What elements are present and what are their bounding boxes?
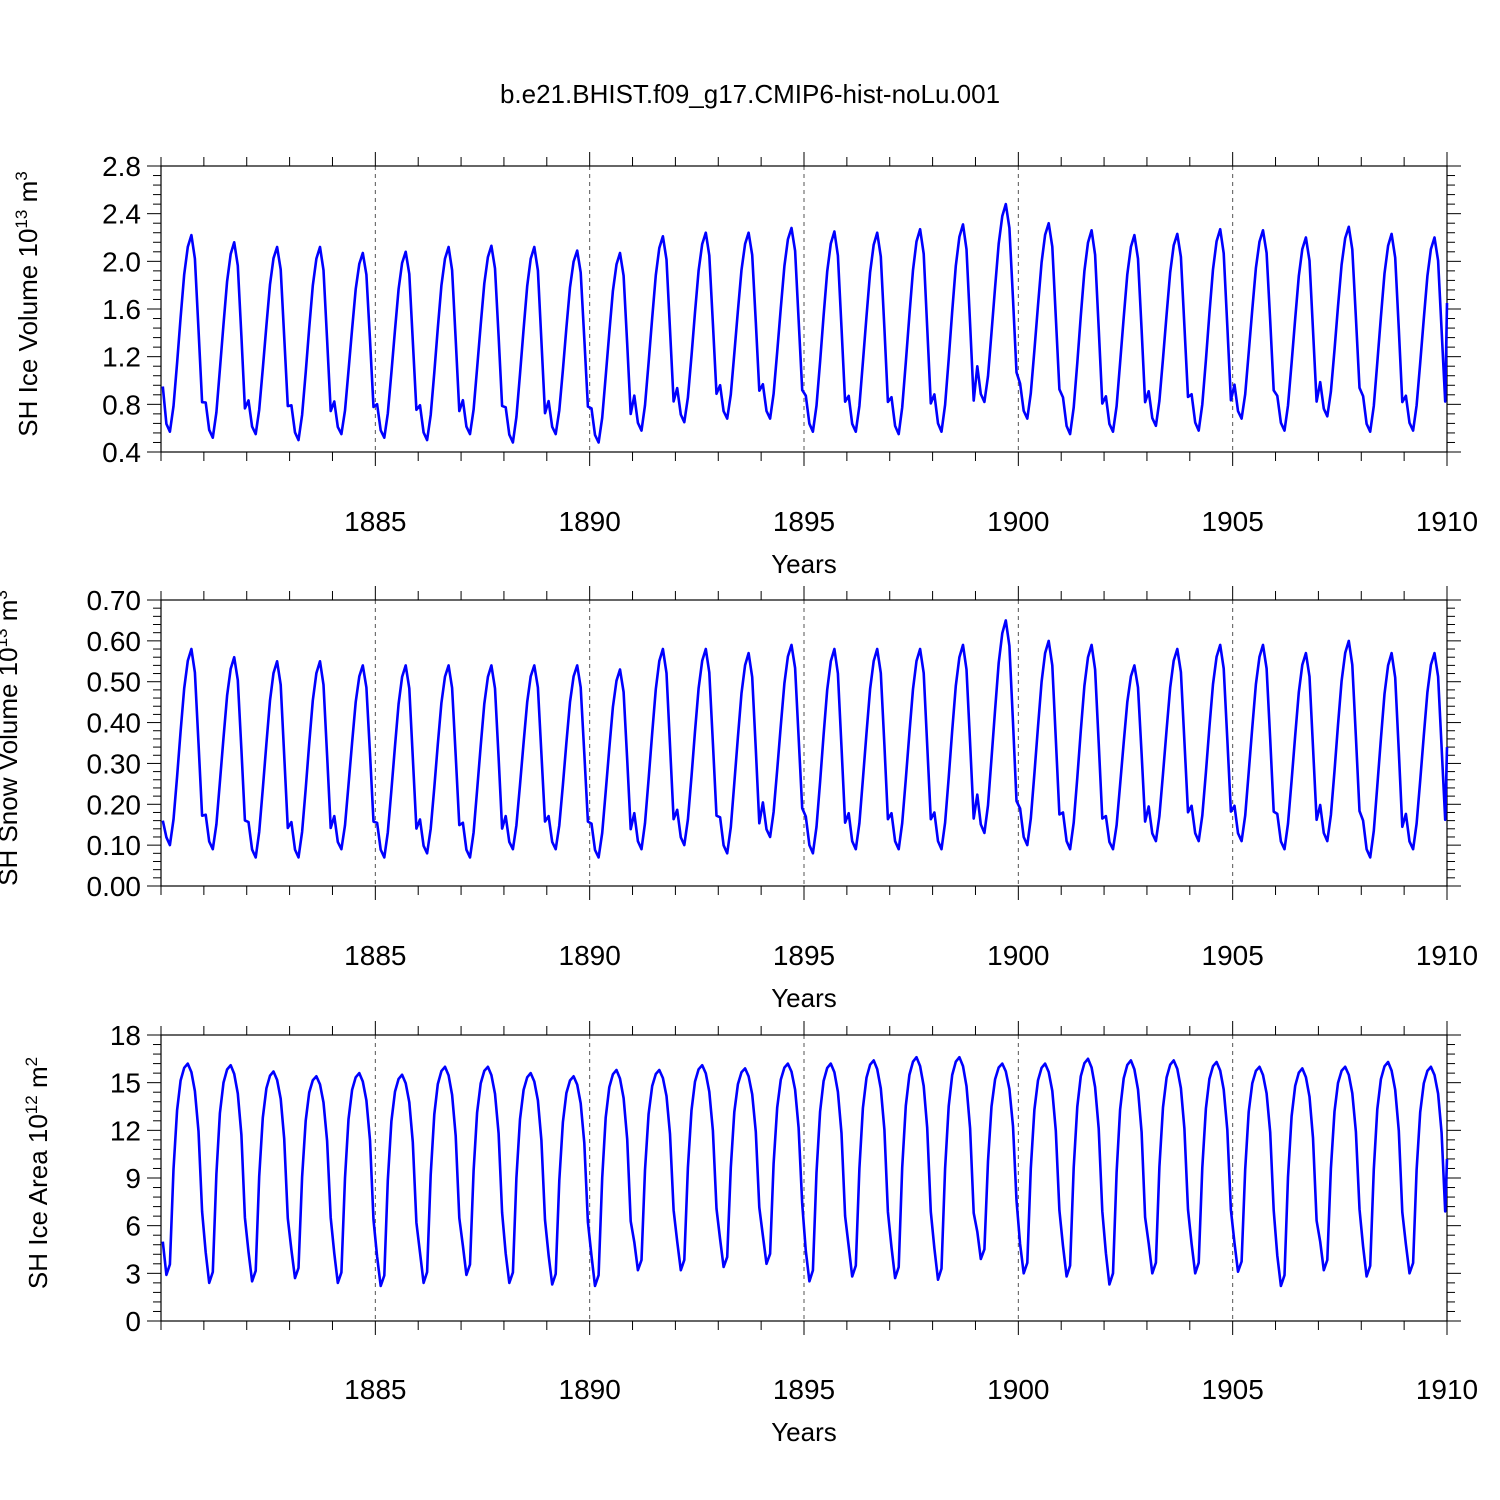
ice-area-ytick-label-6: 18 <box>110 1020 141 1051</box>
ice-volume-x-axis-label: Years <box>771 549 837 579</box>
ice-volume-y-axis-label: SH Ice Volume 1013 m3 <box>12 171 43 436</box>
snow-volume-y-axis-label: SH Snow Volume 1013 m3 <box>0 590 23 886</box>
ice-volume-reference-lines <box>374 166 1234 452</box>
snow-volume-xtick-label-1900: 1900 <box>987 940 1049 971</box>
snow-volume-ytick-label-7: 0.70 <box>87 585 142 616</box>
ice-area-ytick-label-3: 9 <box>125 1163 141 1194</box>
snow-volume-xtick-label-1885: 1885 <box>344 940 406 971</box>
snow-volume-xtick-label-1890: 1890 <box>559 940 621 971</box>
ice-area-ytick-label-2: 6 <box>125 1211 141 1242</box>
snow-volume-ytick-label-0: 0.00 <box>87 871 142 902</box>
ice-area-ytick-label-5: 15 <box>110 1068 141 1099</box>
snow-volume-xtick-label-1905: 1905 <box>1202 940 1264 971</box>
snow-volume-xtick-label-1895: 1895 <box>773 940 835 971</box>
ice-area-ytick-label-1: 3 <box>125 1258 141 1289</box>
ice-volume-series-line <box>161 202 1449 444</box>
ice-volume-xtick-label-1910: 1910 <box>1416 506 1478 537</box>
ice-area-xtick-label-1885: 1885 <box>344 1374 406 1405</box>
ice-area-series-line <box>161 1055 1449 1288</box>
ice-area-panel: 1885 1890 1895 1900 1905 1910 0 3 6 9 12 15 18 SH Ic… <box>22 1020 1478 1447</box>
snow-volume-series-line <box>161 619 1449 859</box>
snow-volume-panel: 1885 1890 1895 1900 1905 1910 0.00 0.10 0.20 0.30… <box>0 585 1478 1013</box>
ice-volume-ytick-label-3: 1.6 <box>102 294 141 325</box>
ice-volume-ytick-label-6: 2.8 <box>102 151 141 182</box>
snow-volume-ytick-label-1: 0.10 <box>87 830 142 861</box>
ice-area-xtick-label-1905: 1905 <box>1202 1374 1264 1405</box>
snow-volume-xtick-label-1910: 1910 <box>1416 940 1478 971</box>
ice-volume-ytick-label-0: 0.4 <box>102 437 141 468</box>
ice-volume-xtick-label-1890: 1890 <box>559 506 621 537</box>
ice-area-y-axis-label: SH Ice Area 1012 m2 <box>22 1057 53 1289</box>
figure-title: b.e21.BHIST.f09_g17.CMIP6-hist-noLu.001 <box>500 79 1000 109</box>
ice-area-reference-lines <box>374 1035 1234 1321</box>
snow-volume-ytick-label-6: 0.60 <box>87 626 142 657</box>
snow-volume-reference-lines <box>374 600 1234 886</box>
ice-volume-xtick-label-1900: 1900 <box>987 506 1049 537</box>
ice-volume-ytick-label-2: 1.2 <box>102 342 141 373</box>
ice-volume-ticks: 1885 1890 1895 1900 1905 1910 0.4 0.8 1.2 1.6 2.0 2… <box>102 151 1478 537</box>
ice-area-x-axis-label: Years <box>771 1417 837 1447</box>
ice-area-xtick-label-1900: 1900 <box>987 1374 1049 1405</box>
snow-volume-ytick-label-4: 0.40 <box>87 708 142 739</box>
snow-volume-ytick-label-3: 0.30 <box>87 748 142 779</box>
ice-area-ticks: 1885 1890 1895 1900 1905 1910 0 3 6 9 12 15 18 <box>110 1020 1478 1405</box>
snow-volume-x-axis-label: Years <box>771 983 837 1013</box>
ice-area-xtick-label-1895: 1895 <box>773 1374 835 1405</box>
ice-volume-ytick-label-5: 2.4 <box>102 199 141 230</box>
ice-volume-xtick-label-1885: 1885 <box>344 506 406 537</box>
ice-volume-ytick-label-4: 2.0 <box>102 246 141 277</box>
ice-area-ytick-label-0: 0 <box>125 1306 141 1337</box>
snow-volume-ytick-label-5: 0.50 <box>87 667 142 698</box>
ice-volume-xtick-label-1905: 1905 <box>1202 506 1264 537</box>
ice-area-xtick-label-1890: 1890 <box>559 1374 621 1405</box>
ice-volume-xtick-label-1895: 1895 <box>773 506 835 537</box>
snow-volume-ticks: 1885 1890 1895 1900 1905 1910 0.00 0.10 0.20 0.30… <box>87 585 1479 971</box>
ice-area-ytick-label-4: 12 <box>110 1115 141 1146</box>
ice-volume-ytick-label-1: 0.8 <box>102 389 141 420</box>
ice-volume-panel: 1885 1890 1895 1900 1905 1910 0.4 0.8 1.2 1.6 2.0 2… <box>12 151 1478 579</box>
snow-volume-ytick-label-2: 0.20 <box>87 789 142 820</box>
ice-area-xtick-label-1910: 1910 <box>1416 1374 1478 1405</box>
